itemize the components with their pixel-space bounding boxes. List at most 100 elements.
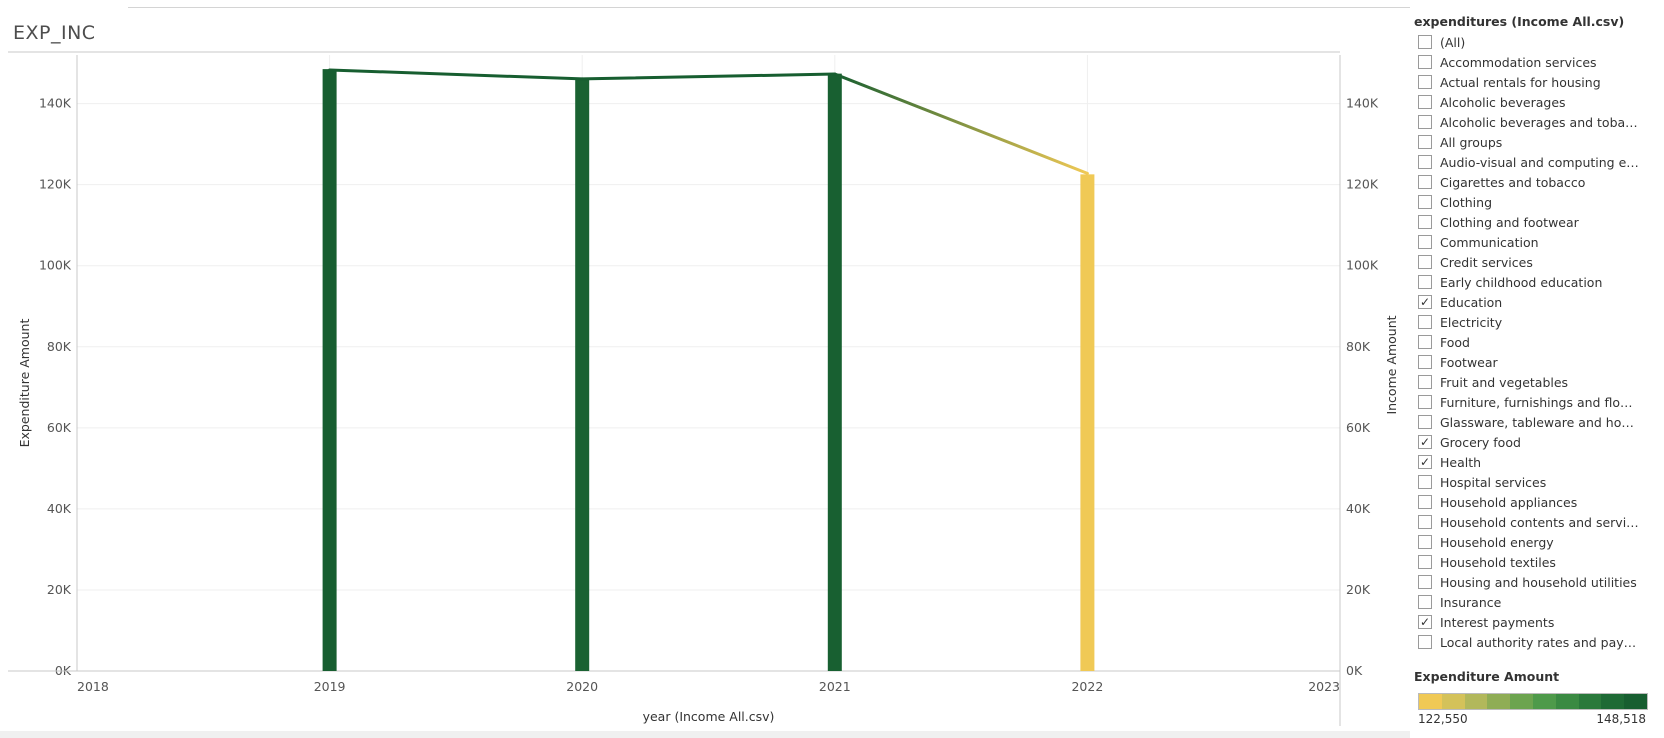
filter-item[interactable]: Furniture, furnishings and floor ...: [1418, 392, 1658, 412]
checkbox[interactable]: [1418, 575, 1432, 589]
filter-item[interactable]: Clothing: [1418, 192, 1658, 212]
checkbox[interactable]: [1418, 155, 1432, 169]
checkbox[interactable]: [1418, 35, 1432, 49]
checkbox[interactable]: [1418, 335, 1432, 349]
filter-item[interactable]: ✓ Education: [1418, 292, 1658, 312]
filter-item-label: Housing and household utilities: [1440, 574, 1637, 590]
filter-item[interactable]: Local authority rates and payme...: [1418, 632, 1658, 652]
filter-item[interactable]: Insurance: [1418, 592, 1658, 612]
filter-item-label: Food: [1440, 334, 1470, 350]
filter-item[interactable]: Glassware, tableware and house...: [1418, 412, 1658, 432]
bar: [827, 73, 842, 672]
filter-item-label: Clothing: [1440, 194, 1493, 210]
checkbox-checked[interactable]: ✓: [1418, 455, 1432, 469]
checkbox[interactable]: [1418, 135, 1432, 149]
filter-item[interactable]: Household energy: [1418, 532, 1658, 552]
filter-item[interactable]: Communication: [1418, 232, 1658, 252]
filter-item[interactable]: Hospital services: [1418, 472, 1658, 492]
checkbox[interactable]: [1418, 175, 1432, 189]
checkbox[interactable]: [1418, 495, 1432, 509]
y-tick-label: 60K: [47, 420, 72, 435]
checkbox[interactable]: [1418, 515, 1432, 529]
x-tick-label: 2022: [1071, 679, 1103, 694]
filter-item[interactable]: Early childhood education: [1418, 272, 1658, 292]
legend-swatch: [1441, 694, 1465, 709]
filter-item[interactable]: Food: [1418, 332, 1658, 352]
chart[interactable]: 0K20K40K60K80K100K120K140K0K20K40K60K80K…: [0, 50, 1410, 734]
checkbox[interactable]: [1418, 115, 1432, 129]
x-tick-label: 2019: [314, 679, 346, 694]
filter-item[interactable]: Fruit and vegetables: [1418, 372, 1658, 392]
x-tick-label: 2020: [566, 679, 598, 694]
filter-list[interactable]: (All) Accommodation services Actual rental…: [1418, 32, 1658, 662]
filter-item[interactable]: Electricity: [1418, 312, 1658, 332]
legend-min-label: 122,550: [1418, 712, 1468, 726]
checkbox[interactable]: [1418, 595, 1432, 609]
checkbox[interactable]: [1418, 255, 1432, 269]
filter-item[interactable]: Household contents and services: [1418, 512, 1658, 532]
filter-item[interactable]: All groups: [1418, 132, 1658, 152]
filter-item[interactable]: Actual rentals for housing: [1418, 72, 1658, 92]
checkbox[interactable]: [1418, 235, 1432, 249]
y2-tick-label: 80K: [1346, 339, 1371, 354]
legend-swatch: [1487, 694, 1511, 709]
checkbox[interactable]: [1418, 635, 1432, 649]
checkbox[interactable]: [1418, 415, 1432, 429]
sheet-title: EXP_INC: [13, 22, 96, 44]
filter-item[interactable]: ✓ Grocery food: [1418, 432, 1658, 452]
filter-item[interactable]: Household appliances: [1418, 492, 1658, 512]
legend-swatch: [1555, 694, 1579, 709]
checkbox[interactable]: [1418, 75, 1432, 89]
x-tick-label: 2023: [1308, 679, 1340, 694]
checkbox[interactable]: [1418, 195, 1432, 209]
filter-item-label: Fruit and vegetables: [1440, 374, 1569, 390]
filter-item[interactable]: Footwear: [1418, 352, 1658, 372]
filter-item[interactable]: Accommodation services: [1418, 52, 1658, 72]
filter-item[interactable]: Alcoholic beverages and tobacco: [1418, 112, 1658, 132]
filter-item[interactable]: ✓ Health: [1418, 452, 1658, 472]
legend-swatch: [1464, 694, 1488, 709]
filter-item[interactable]: ✓ Interest payments: [1418, 612, 1658, 632]
filter-item[interactable]: Audio-visual and computing equi...: [1418, 152, 1658, 172]
filter-item-label: Actual rentals for housing: [1440, 74, 1601, 90]
checkbox[interactable]: [1418, 395, 1432, 409]
checkbox[interactable]: [1418, 375, 1432, 389]
bar: [1080, 174, 1095, 671]
filter-item[interactable]: Alcoholic beverages: [1418, 92, 1658, 112]
filter-item-label: Health: [1440, 454, 1482, 470]
checkbox[interactable]: [1418, 555, 1432, 569]
filter-item[interactable]: Credit services: [1418, 252, 1658, 272]
filter-item[interactable]: Clothing and footwear: [1418, 212, 1658, 232]
checkbox-checked[interactable]: ✓: [1418, 295, 1432, 309]
checkbox[interactable]: [1418, 215, 1432, 229]
legend-swatch: [1419, 694, 1442, 709]
checkbox[interactable]: [1418, 95, 1432, 109]
filter-item-label: Household appliances: [1440, 494, 1578, 510]
filter-item-label: Cigarettes and tobacco: [1440, 174, 1586, 190]
filter-item[interactable]: Cigarettes and tobacco: [1418, 172, 1658, 192]
legend-swatch: [1601, 694, 1625, 709]
y-tick-label: 80K: [47, 339, 72, 354]
checkbox-checked[interactable]: ✓: [1418, 435, 1432, 449]
checkbox[interactable]: [1418, 535, 1432, 549]
filter-item[interactable]: Household textiles: [1418, 552, 1658, 572]
checkbox[interactable]: [1418, 55, 1432, 69]
checkbox[interactable]: [1418, 355, 1432, 369]
filter-item-label: Hospital services: [1440, 474, 1547, 490]
y-tick-label: 40K: [47, 501, 72, 516]
filter-item-label: Interest payments: [1440, 614, 1555, 630]
checkbox[interactable]: [1418, 315, 1432, 329]
filter-item-label: Clothing and footwear: [1440, 214, 1579, 230]
checkbox[interactable]: [1418, 475, 1432, 489]
checkbox-checked[interactable]: ✓: [1418, 615, 1432, 629]
filter-item-label: Credit services: [1440, 254, 1533, 270]
filter-item[interactable]: (All): [1418, 32, 1658, 52]
filter-item-label: Household contents and services: [1440, 514, 1640, 530]
checkbox[interactable]: [1418, 275, 1432, 289]
legend-swatch: [1624, 694, 1647, 709]
filter-item-label: Grocery food: [1440, 434, 1521, 450]
filter-item[interactable]: Housing and household utilities: [1418, 572, 1658, 592]
filter-item-label: Audio-visual and computing equi...: [1440, 154, 1640, 170]
y-tick-label: 20K: [47, 582, 72, 597]
y2-tick-label: 40K: [1346, 501, 1371, 516]
